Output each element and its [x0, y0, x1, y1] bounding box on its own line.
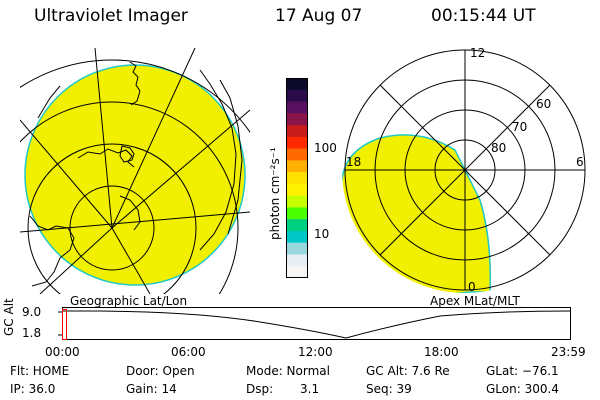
colorbar-segment — [286, 219, 308, 232]
mlat-80-label: 80 — [491, 141, 507, 155]
date-text: 17 Aug 07 — [275, 6, 363, 26]
geographic-map — [20, 48, 250, 294]
mlt-18-label: 18 — [346, 155, 362, 169]
geo-meridian — [111, 109, 250, 229]
altitude-trace — [63, 310, 571, 339]
colorbar-segment — [286, 266, 308, 278]
geo-meridian — [20, 211, 250, 233]
mode-field: Mode: Normal — [246, 364, 330, 378]
coastline — [129, 61, 141, 106]
colorbar-segment — [286, 172, 308, 185]
dsp-label: Dsp: — [246, 382, 274, 396]
glon-field: GLon: 300.4 — [486, 382, 559, 396]
colorbar-segment — [286, 160, 308, 173]
coastline — [77, 148, 135, 168]
geo-lat-circle — [27, 143, 197, 294]
timeline-tick: 23:59 — [551, 345, 586, 359]
colorbar-segment — [286, 101, 308, 114]
mlat-70-label: 70 — [512, 120, 528, 134]
geo-meridian — [39, 227, 113, 294]
coastline — [119, 195, 141, 231]
dsp-value: 3.1 — [300, 382, 320, 396]
colorbar-segment — [286, 242, 308, 255]
mlt-6-label: 6 — [576, 155, 584, 169]
coastline — [199, 69, 237, 251]
flt-field: Flt: HOME — [10, 364, 70, 378]
colorbar-segment — [286, 113, 308, 126]
geo-lat-circle — [20, 101, 239, 294]
geo-map-label: Geographic Lat/Lon — [70, 294, 188, 308]
colorbar-unit-label: photon cm⁻²s⁻¹ — [268, 147, 282, 240]
polar-auroral-oval — [342, 134, 492, 293]
coastline — [119, 145, 135, 163]
coastline — [29, 215, 75, 287]
polar-plot — [342, 49, 586, 293]
geo-meridian — [111, 227, 151, 294]
seq-field: Seq: 39 — [366, 382, 412, 396]
colorbar-segment — [286, 230, 308, 244]
polar-plot-label: Apex MLat/MLT — [430, 294, 520, 308]
colorbar-tick-10: 10 — [314, 227, 330, 241]
timeline-tick: 06:00 — [171, 345, 206, 359]
colorbar — [286, 78, 308, 278]
timeline-tick: 12:00 — [298, 345, 333, 359]
colorbar-segment — [286, 78, 308, 91]
glat-field: GLat: −76.1 — [486, 364, 559, 378]
current-time-marker — [62, 309, 67, 340]
timeline-y-bottom: 1.8 — [22, 326, 42, 340]
timeline-y-top: 9.0 — [22, 305, 42, 319]
geo-meridian — [94, 48, 113, 229]
colorbar-segment — [286, 254, 308, 267]
timeline-chart — [58, 307, 571, 340]
colorbar-segment — [286, 207, 308, 220]
timeline-axis-label: GC Alt — [2, 298, 16, 336]
mlt-line-diag — [379, 84, 551, 256]
mlat-60-label: 60 — [536, 97, 552, 111]
mlt-12-label: 12 — [470, 46, 486, 60]
door-field: Door: Open — [126, 364, 195, 378]
geo-meridian — [20, 119, 113, 229]
gain-field: Gain: 14 — [126, 382, 177, 396]
gc-alt-field: GC Alt: 7.6 Re — [366, 364, 450, 378]
colorbar-segment — [286, 125, 308, 138]
coastline — [219, 79, 243, 235]
geo-auroral-disc — [24, 64, 246, 286]
ip-field: IP: 36.0 — [10, 382, 56, 396]
timeline-tick: 00:00 — [45, 345, 80, 359]
colorbar-segment — [286, 195, 308, 208]
mlt-0-label: 0 — [468, 280, 476, 294]
colorbar-segment — [286, 148, 308, 161]
coastline — [37, 85, 61, 119]
colorbar-segment — [286, 183, 308, 197]
time-text: 00:15:44 UT — [431, 6, 536, 26]
geo-lat-circle — [20, 59, 250, 134]
colorbar-segment — [286, 136, 308, 150]
app-title: Ultraviolet Imager — [34, 6, 188, 26]
colorbar-tick-100: 100 — [314, 141, 337, 155]
timeline-tick: 18:00 — [424, 345, 459, 359]
colorbar-segment — [286, 89, 308, 103]
